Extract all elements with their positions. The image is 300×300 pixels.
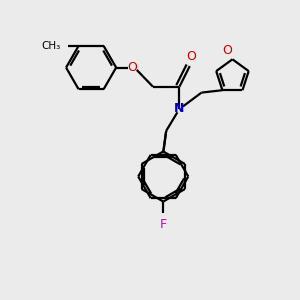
Text: N: N xyxy=(174,102,184,115)
Text: F: F xyxy=(160,218,167,231)
Text: O: O xyxy=(128,61,137,74)
Text: O: O xyxy=(186,50,196,62)
Text: CH₃: CH₃ xyxy=(42,41,61,51)
Text: O: O xyxy=(222,44,232,57)
